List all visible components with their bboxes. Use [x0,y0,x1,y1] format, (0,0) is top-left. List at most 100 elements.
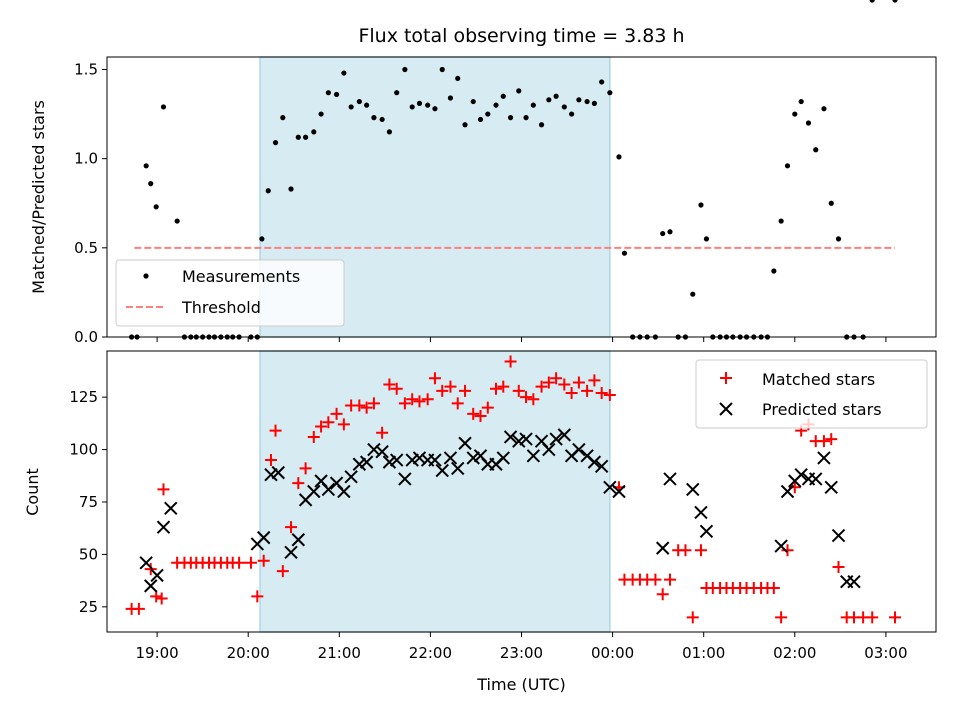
matched-star-point [866,611,879,624]
matched-star-point [474,410,487,423]
measurement-point [792,111,798,117]
predicted-star-point [686,482,700,497]
predicted-star-point [139,556,153,570]
measurement-point [523,115,529,121]
matched-star-point [353,399,366,412]
matched-star-point [451,397,464,410]
measurement-point [493,102,499,108]
measurement-point [530,102,536,108]
predicted-star-point [587,455,602,469]
predicted-star-point [496,451,510,465]
matched-star-point [269,424,282,437]
predicted-star-point [694,505,708,520]
predicted-star-point [774,539,788,553]
matched-star-point [244,556,257,569]
measurement-point [607,90,613,96]
matched-star-point [489,382,502,395]
measurement-point [813,147,819,153]
bottom-observing-window-shade [259,350,611,633]
predicted-star-point [156,520,171,534]
predicted-star-point [344,470,358,484]
y-tick-label: 0.0 [74,328,98,346]
measurement-point [507,115,514,121]
matched-star-point [512,384,525,397]
bottom-legend-matched-label: Matched stars [762,370,875,389]
matched-star-point [497,380,510,393]
matched-star-point [436,384,449,397]
measurement-point [364,102,370,108]
predicted-star-point [321,482,336,497]
measurement-point [591,100,597,106]
matched-star-point [767,581,780,594]
predicted-star-point [398,472,412,486]
predicted-star-point [794,468,808,482]
measurement-point [265,188,271,194]
bottom-matched-stars-points [125,355,902,624]
top-legend-box [115,259,345,327]
measurement-point [778,218,784,224]
predicted-star-point [526,449,541,463]
bottom-panel: 25 50 75 100 125 19:00 20:00 21:00 22:00 23:00 00… [23,350,937,694]
matched-star-point [337,418,350,431]
predicted-star-point [307,484,321,499]
matched-star-point [421,393,434,406]
measurement-point [660,230,666,237]
matched-star-point [542,376,555,389]
matched-star-point [603,389,616,402]
measurement-point [311,129,317,135]
measurement-point [821,106,827,112]
measurement-point [402,66,408,73]
measurement-point [616,154,622,160]
measurement-point [576,97,582,103]
matched-star-point [330,407,343,420]
measurement-point [703,236,710,242]
matched-star-point [376,426,389,439]
matched-star-point [504,355,517,368]
matched-star-point [428,372,441,385]
measurement-point [333,91,340,98]
x-tick-label: 22:00 [409,644,452,662]
predicted-star-point [458,436,472,450]
predicted-star-point [655,541,670,555]
predicted-star-point [389,453,404,467]
matched-star-point [251,590,264,603]
y-tick-label: 125 [69,388,98,406]
bottom-legend-box [695,359,928,429]
measurement-point [302,134,309,140]
matched-star-point [663,573,676,586]
predicted-star-point [256,530,271,545]
matched-star-point [527,393,540,406]
measurement-point [174,218,180,224]
predicted-star-point [337,484,351,499]
predicted-star-point [164,501,178,515]
matched-star-point [467,407,480,420]
y-tick-label: 25 [79,598,98,616]
measurement-point [153,204,159,210]
measurement-point [828,200,834,206]
measurement-point [280,115,286,121]
bottom-legend-predicted-marker [719,402,733,416]
predicted-star-point [572,442,586,457]
matched-star-point [257,554,270,567]
top-y-ticks: 0.0 0.5 1.0 1.5 [74,60,107,346]
x-tick-label: 21:00 [318,644,361,662]
matched-star-point [649,573,662,586]
measurement-point [447,95,454,101]
measurement-point [341,70,347,76]
measurement-point [485,111,491,117]
matched-star-point [825,433,838,446]
predicted-star-point [412,451,427,465]
measurement-point [371,115,377,121]
matched-star-point [572,376,585,389]
matched-star-point [444,380,457,393]
measurement-point [325,90,331,96]
matched-star-point [398,397,411,410]
matched-star-point [406,393,419,406]
matched-star-point [132,602,145,615]
predicted-star-point [817,451,831,465]
y-tick-label: 100 [69,441,98,459]
matched-star-point [315,420,328,433]
bottom-y-ticks: 25 50 75 100 125 [69,388,107,616]
predicted-star-point [549,432,563,446]
predicted-star-point [847,574,861,589]
